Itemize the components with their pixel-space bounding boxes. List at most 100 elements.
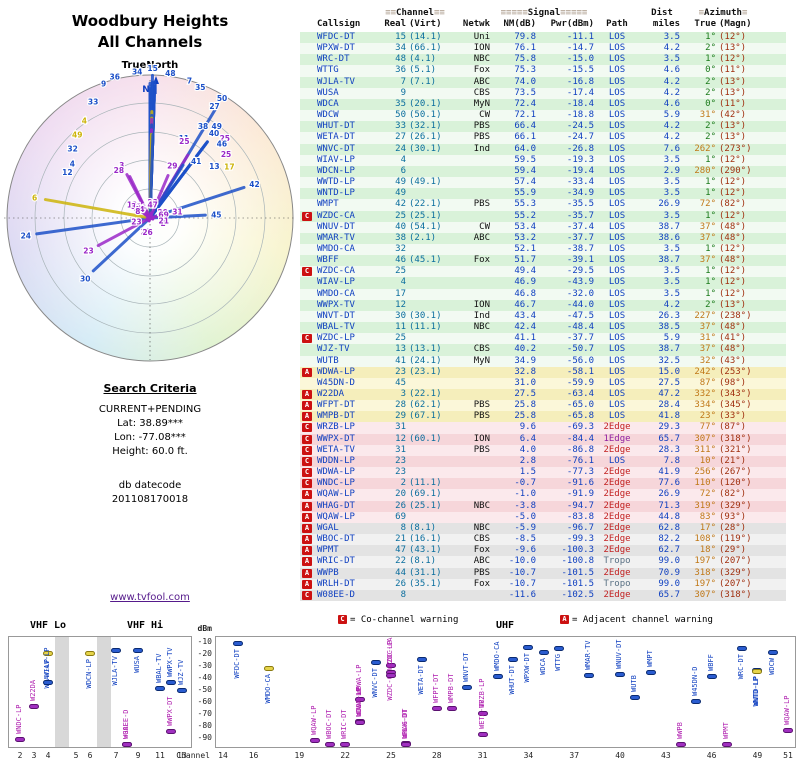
cell-nm-db: 49.4 — [514, 266, 536, 277]
cell-callsign: WZDC-CA — [317, 210, 355, 221]
cell-virtual-channel: (60.1) — [409, 433, 442, 444]
channel-tick: 49 — [752, 751, 763, 760]
cell-distance-miles: 3.5 — [663, 277, 680, 288]
cell-network: NBC — [473, 54, 490, 65]
band-label-uhf: UHF — [495, 620, 515, 631]
search-longitude: Lon: -77.08*** — [114, 432, 186, 443]
cell-warning-marker — [300, 155, 314, 166]
cell-callsign: WDWA-LP — [317, 467, 355, 478]
signal-pill — [370, 659, 381, 665]
cell-callsign: WPXW-DT — [317, 43, 355, 54]
cell-network — [450, 590, 490, 601]
cell-warning-marker: A — [300, 411, 314, 422]
col-true: True — [694, 19, 716, 29]
channel-tick: 3 — [31, 751, 37, 760]
cell-virtual-channel: (22.1) — [409, 199, 442, 210]
cell-pwr-dbm: -100.3 — [561, 545, 594, 556]
cell-warning-marker: A — [300, 568, 314, 579]
cell-azimuth-true: 37° — [699, 221, 716, 232]
cell-azimuth-true: 311° — [694, 444, 716, 455]
cell-warning-marker — [300, 244, 314, 255]
cell-network: ABC — [473, 76, 490, 87]
cell-path: LOS — [608, 310, 626, 321]
cell-pwr-dbm: -24.5 — [566, 121, 594, 132]
signal-pill — [263, 665, 274, 671]
cell-virtual-channel — [406, 188, 450, 199]
cell-virtual-channel: (13.1) — [409, 344, 442, 355]
table-row: C WDDN-LP 23 2.8 -76.1 LOS 7.8 10° (21°) — [300, 455, 786, 468]
cell-network — [450, 277, 490, 288]
cell-distance-miles: 26.9 — [658, 489, 680, 500]
table-row: A WQAW-LP 69 -5.0 -83.8 2Edge 44.8 83° (93°) — [300, 511, 786, 523]
station-label: WRIC-DT — [340, 708, 349, 739]
cell-azimuth-true: 108° — [694, 534, 716, 545]
signal-pill — [166, 680, 176, 686]
cell-pwr-dbm: -32.0 — [566, 288, 594, 299]
signal-pill — [233, 640, 244, 646]
cell-azimuth-true: 334° — [694, 400, 716, 411]
cell-pwr-dbm: -44.0 — [566, 299, 594, 310]
cell-real-channel: 28 — [395, 400, 406, 411]
cell-warning-marker — [300, 344, 314, 355]
cell-azimuth-true: 87° — [699, 377, 716, 388]
band-gap-stripe — [97, 637, 111, 747]
cell-distance-miles: 3.5 — [663, 266, 680, 277]
cell-azimuth-magnetic: (329°) — [719, 567, 752, 578]
cell-network: CBS — [473, 87, 490, 98]
channel-tick: 43 — [661, 751, 671, 760]
dbm-tick: -70 — [197, 709, 212, 718]
cell-distance-miles: 71.3 — [658, 500, 680, 511]
cell-azimuth-true: 72° — [699, 489, 716, 500]
cell-network — [450, 467, 490, 478]
cell-virtual-channel: (67.1) — [409, 411, 442, 422]
true-north-label: TrueNorth — [121, 60, 179, 71]
station-label: W22DA — [29, 679, 37, 701]
cell-azimuth-true: 83° — [699, 511, 716, 522]
table-row: C W08EE-D 8 -11.6 -102.5 2Edge 65.7 307° (318°) — [300, 589, 786, 601]
cell-nm-db: 43.4 — [514, 310, 536, 321]
signal-strength-chart: C = Co-channel warning UHF A = Adjacent ch… — [0, 612, 800, 768]
cell-network — [450, 367, 490, 378]
channel-tick: 46 — [706, 751, 717, 760]
cell-azimuth-true: 332° — [694, 389, 716, 399]
adjacent-channel-warning-icon: A — [302, 568, 312, 578]
signal-pill — [706, 674, 717, 680]
cell-distance-miles: 27.5 — [658, 377, 680, 388]
cell-distance-miles: 4.6 — [663, 65, 680, 76]
cell-azimuth-true: 17° — [699, 522, 716, 533]
cell-nm-db: 41.1 — [514, 333, 536, 344]
cell-path: 2Edge — [603, 589, 631, 600]
station-label: WWPX-DT — [166, 696, 174, 726]
table-row: C WWPX-DT 12 (60.1) ION 6.4 -84.4 1Edge 65.7 307°… — [300, 433, 786, 445]
cell-real-channel: 2 — [400, 478, 406, 489]
channel-tick: 14 — [218, 751, 228, 760]
cell-warning-marker — [300, 188, 314, 199]
cell-azimuth-magnetic: (41°) — [719, 333, 747, 344]
cell-path: LOS — [608, 98, 626, 109]
cell-callsign: WMPT — [317, 199, 339, 210]
channel-tick: 28 — [431, 751, 442, 760]
cell-virtual-channel — [406, 277, 450, 288]
dbm-tick: -20 — [197, 649, 212, 658]
tvfool-link[interactable]: www.tvfool.com — [110, 592, 190, 603]
cell-real-channel: 48 — [395, 54, 406, 65]
channel-tick: 51 — [783, 751, 793, 760]
cell-warning-marker: A — [300, 545, 314, 556]
cell-azimuth-true: 1° — [705, 243, 716, 254]
station-label: WJLA-TV — [111, 655, 119, 686]
table-row: WJLA-TV 7 (7.1) ABC 74.0 -16.8 LOS 4.2 2° (13°) — [300, 76, 786, 88]
cell-azimuth-magnetic: (238°) — [719, 310, 752, 321]
cell-warning-marker — [300, 322, 314, 333]
cell-callsign: WPMT — [317, 545, 339, 556]
cell-warning-marker — [300, 54, 314, 65]
table-row: A WFPT-DT 28 (62.1) PBS 25.8 -65.0 LOS 28.4 334°(… — [300, 400, 786, 412]
channel-tick: 4 — [45, 751, 51, 760]
cell-pwr-dbm: -63.4 — [566, 389, 594, 399]
cell-virtual-channel — [406, 333, 450, 344]
cell-callsign: WZDC-CA — [317, 266, 355, 277]
cell-pwr-dbm: -84.4 — [566, 433, 594, 444]
group-header-azimuth-label: Azimuth — [704, 8, 742, 18]
signal-pill — [355, 720, 366, 726]
cell-path: LOS — [608, 299, 626, 310]
signal-pill — [29, 703, 39, 709]
